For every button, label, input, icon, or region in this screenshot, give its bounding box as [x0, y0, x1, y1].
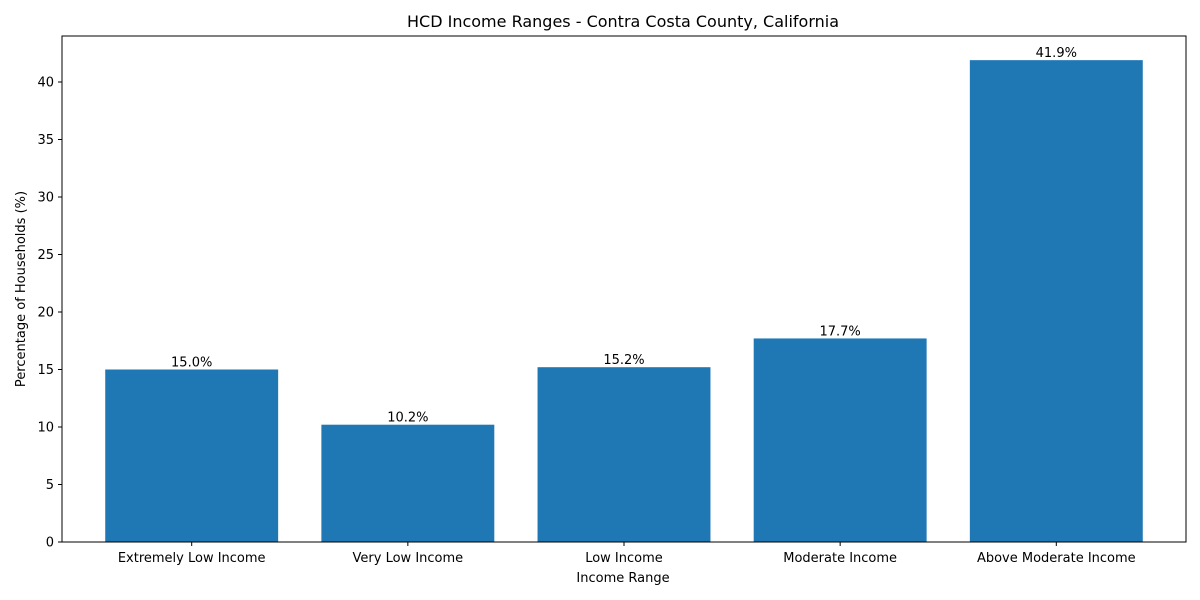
x-axis-label: Income Range	[576, 571, 669, 586]
y-axis: 0 5 10 15 20 25 30 35 40	[37, 76, 62, 551]
data-labels-group: 15.0% 10.2% 15.2% 17.7% 41.9%	[171, 46, 1077, 426]
bar-0	[105, 369, 279, 542]
data-label-1: 10.2%	[387, 411, 428, 426]
data-label-3: 17.7%	[819, 324, 860, 339]
y-tick-label-4: 20	[37, 306, 54, 321]
x-tick-label-3: Moderate Income	[783, 551, 897, 566]
y-tick-label-2: 10	[37, 421, 54, 436]
data-label-4: 41.9%	[1036, 46, 1077, 61]
x-tick-label-0: Extremely Low Income	[118, 551, 266, 566]
data-label-0: 15.0%	[171, 356, 212, 371]
y-tick-label-7: 35	[37, 133, 54, 148]
bar-1	[321, 424, 495, 542]
plot-frame	[61, 35, 1187, 543]
bar-3	[753, 338, 927, 542]
y-tick-label-1: 5	[46, 478, 54, 493]
y-tick-label-6: 30	[37, 191, 54, 206]
chart-title: HCD Income Ranges - Contra Costa County,…	[407, 12, 839, 31]
y-tick-label-0: 0	[46, 536, 54, 551]
y-tick-label-5: 25	[37, 248, 54, 263]
data-label-2: 15.2%	[603, 353, 644, 368]
bar-4	[969, 60, 1143, 543]
x-tick-label-1: Very Low Income	[353, 551, 464, 566]
bar-2	[537, 367, 711, 542]
bars-group	[105, 60, 1143, 543]
y-axis-label: Percentage of Households (%)	[14, 191, 29, 387]
y-tick-label-8: 40	[37, 76, 54, 91]
x-axis: Extremely Low Income Very Low Income Low I…	[118, 542, 1136, 566]
y-tick-label-3: 15	[37, 363, 54, 378]
x-tick-label-4: Above Moderate Income	[977, 551, 1136, 566]
x-tick-label-2: Low Income	[585, 551, 663, 566]
